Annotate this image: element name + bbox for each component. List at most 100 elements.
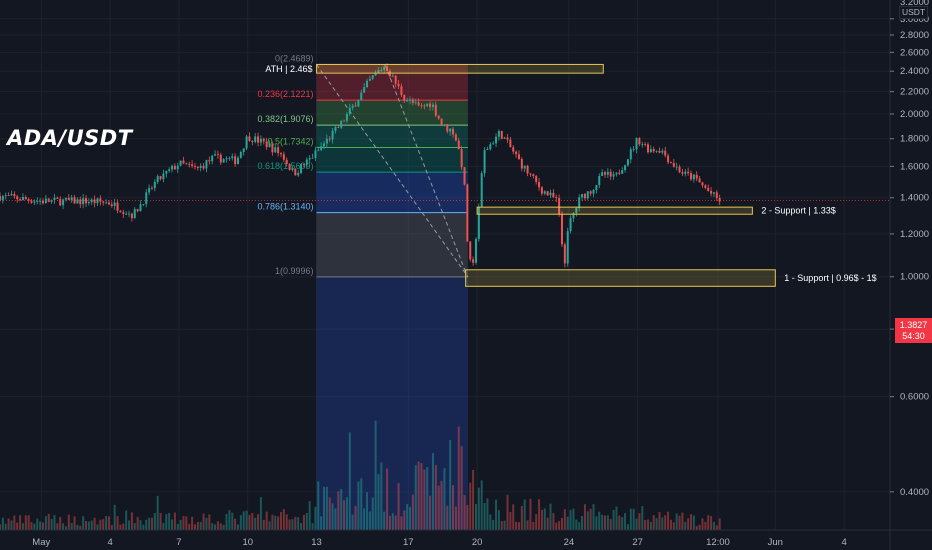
- fibonacci-retracement[interactable]: 0(2.4689) 0.236(2.1221) 0.382(1.9076) 0.5(1…: [257, 54, 469, 530]
- support-box[interactable]: [476, 206, 753, 215]
- candle: [704, 185, 707, 188]
- candle: [294, 168, 297, 176]
- candle: [452, 128, 455, 135]
- volume-bar: [712, 521, 715, 530]
- support-box-label: ATH | 2.46$: [265, 64, 312, 74]
- volume-bar: [323, 486, 326, 530]
- candle: [675, 166, 678, 168]
- volume-bar: [710, 516, 713, 530]
- volume-bar: [73, 516, 76, 530]
- volume-bar: [62, 523, 65, 530]
- candle: [477, 206, 480, 240]
- candle: [343, 120, 346, 122]
- candle: [529, 173, 532, 175]
- volume-bar: [592, 504, 595, 530]
- candle: [323, 143, 326, 147]
- candle: [265, 141, 268, 148]
- y-tick-label: 1.4000: [900, 193, 929, 204]
- volume-bar: [388, 515, 391, 530]
- volume-bar: [188, 523, 191, 530]
- volume-bar: [234, 518, 237, 530]
- candle: [460, 149, 463, 168]
- volume-bar: [328, 497, 331, 530]
- volume-bar: [649, 521, 652, 530]
- volume-bar: [512, 504, 515, 530]
- candle: [234, 156, 237, 165]
- candle: [360, 92, 363, 101]
- candle: [334, 127, 337, 131]
- candle: [526, 165, 529, 174]
- candle: [199, 165, 202, 168]
- support-box[interactable]: [465, 269, 776, 287]
- volume-bar: [368, 511, 371, 530]
- candle: [644, 144, 647, 145]
- volume-bar: [354, 505, 357, 530]
- support-box[interactable]: [316, 63, 604, 74]
- candle: [239, 151, 242, 158]
- volume-bar: [199, 522, 202, 530]
- candle: [592, 189, 595, 194]
- candle: [259, 138, 262, 143]
- volume-bar: [70, 522, 73, 530]
- volume-bar: [497, 510, 500, 530]
- x-tick-label: May: [32, 537, 50, 548]
- volume-bar: [277, 516, 280, 530]
- candle: [414, 102, 417, 104]
- candle: [598, 175, 601, 186]
- volume-bar: [426, 467, 429, 530]
- candle: [426, 103, 429, 107]
- candle: [248, 136, 251, 141]
- candle: [546, 191, 549, 196]
- volume-bar: [268, 521, 271, 530]
- y-tick-label: 3.0000: [900, 14, 929, 25]
- candle: [480, 173, 483, 207]
- candle: [33, 201, 36, 203]
- candle: [472, 259, 475, 263]
- volume-bar: [414, 465, 417, 530]
- candle: [566, 231, 569, 264]
- candle: [162, 173, 165, 180]
- candle: [314, 150, 317, 158]
- candle: [340, 120, 343, 128]
- candle: [698, 178, 701, 183]
- volume-bar: [503, 520, 506, 530]
- y-tick-label: 0.4000: [900, 487, 929, 498]
- volume-bar: [79, 525, 82, 530]
- volume-bar: [411, 494, 414, 530]
- volume-bar: [366, 492, 369, 530]
- volume-bar: [205, 517, 208, 530]
- candle: [142, 204, 145, 205]
- volume-bar: [142, 524, 145, 530]
- candle: [331, 130, 334, 140]
- candle: [609, 171, 612, 177]
- candle: [641, 144, 644, 145]
- volume-bar: [500, 520, 503, 530]
- candle: [357, 100, 360, 107]
- candle: [515, 151, 518, 155]
- candle: [374, 72, 377, 76]
- candle: [649, 149, 652, 153]
- volume-bar: [555, 522, 558, 530]
- volume-bar: [42, 522, 45, 530]
- volume-bar: [165, 514, 168, 530]
- volume-bar: [495, 499, 498, 530]
- candle: [251, 140, 254, 142]
- x-tick-label: 27: [632, 537, 643, 548]
- candle: [658, 150, 661, 153]
- candle: [535, 176, 538, 182]
- candle: [624, 165, 627, 171]
- candle: [572, 212, 575, 219]
- support-boxes[interactable]: ATH | 2.46$ 2 - Support | 1.33$ 1 - Suppor…: [265, 63, 877, 287]
- volume-bar: [460, 446, 463, 530]
- volume-bar: [325, 486, 328, 530]
- candle: [434, 104, 437, 116]
- volume-bar: [449, 439, 452, 530]
- volume-bar: [343, 500, 346, 530]
- candle: [555, 197, 558, 199]
- candle: [76, 199, 79, 204]
- candle: [90, 199, 93, 203]
- candle: [36, 200, 39, 202]
- y-tick-label: 1.6000: [900, 161, 929, 172]
- candle: [678, 166, 681, 173]
